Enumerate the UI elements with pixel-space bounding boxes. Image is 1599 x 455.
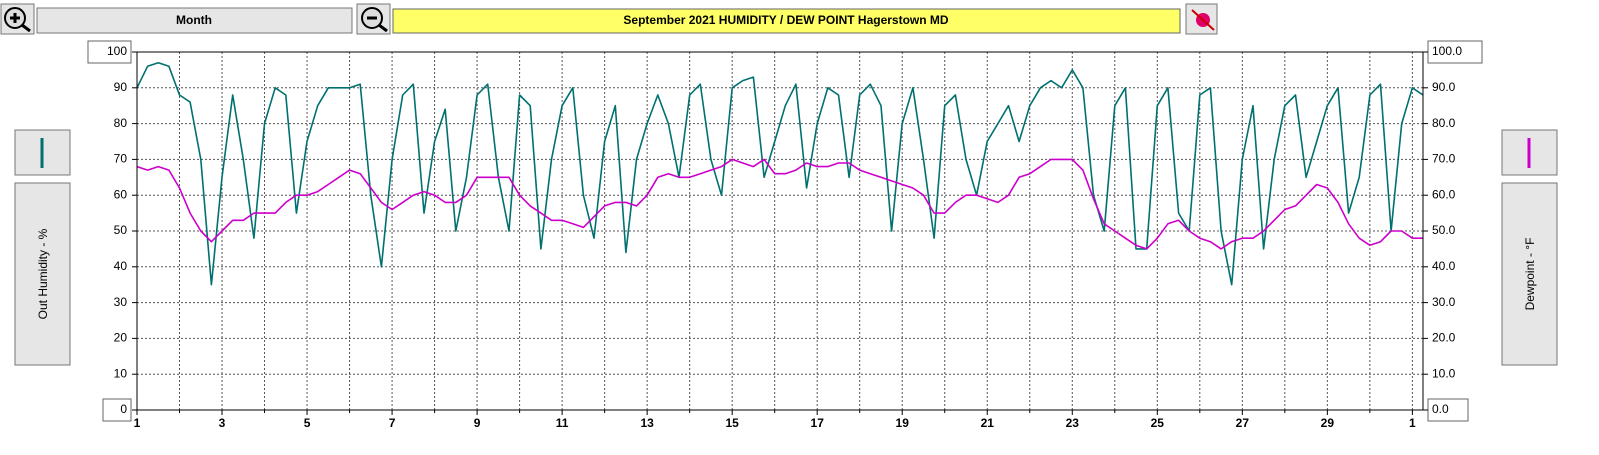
x-tick-label: 1 <box>1409 416 1416 430</box>
y2-tick-label: 40.0 <box>1432 259 1456 273</box>
y-max-box[interactable] <box>87 40 132 64</box>
period-label: Month <box>176 13 212 27</box>
zoom-in-button[interactable] <box>0 3 35 35</box>
y2-tick-label: 10.0 <box>1432 366 1456 380</box>
x-tick-label: 7 <box>389 416 396 430</box>
y2-tick-label: 60.0 <box>1432 187 1456 201</box>
chart-title: September 2021 HUMIDITY / DEW POINT Hage… <box>623 13 949 27</box>
y-tick-label: 40 <box>114 259 128 273</box>
y-tick-label: 30 <box>114 295 128 309</box>
period-box[interactable] <box>36 7 353 34</box>
x-tick-label: 15 <box>725 416 739 430</box>
x-tick-label: 11 <box>556 416 569 430</box>
y-tick-label: 90 <box>114 80 128 94</box>
x-tick-label: 19 <box>896 416 910 430</box>
x-tick-label: 3 <box>219 416 226 430</box>
settings-button[interactable] <box>1185 3 1218 35</box>
y2-tick-label: 20.0 <box>1432 331 1456 345</box>
y2-tick-label: 90.0 <box>1432 80 1456 94</box>
x-tick-label: 13 <box>640 416 654 430</box>
series-line <box>136 61 1424 286</box>
y2-axis-label: Dewpoint - °F <box>1523 238 1537 311</box>
y-tick-label: 0 <box>120 402 127 416</box>
y2-tick-label: 0.0 <box>1432 402 1449 416</box>
x-tick-label: 1 <box>134 416 141 430</box>
series-line <box>136 158 1423 250</box>
y2-tick-label: 100.0 <box>1432 44 1462 58</box>
y2-tick-label: 80.0 <box>1432 116 1456 130</box>
humidity-axis-button[interactable] <box>14 182 71 366</box>
x-tick-label: 9 <box>474 416 481 430</box>
y-tick-label: 60 <box>114 187 128 201</box>
y2-tick-label: 50.0 <box>1432 223 1456 237</box>
y-axis-label: Out Humidity - % <box>36 228 50 319</box>
y2-tick-label: 70.0 <box>1432 152 1456 166</box>
y-min-box[interactable] <box>102 398 132 422</box>
plot-area <box>137 52 1423 410</box>
x-tick-label: 5 <box>304 416 311 430</box>
zoom-out-button[interactable] <box>356 3 391 35</box>
title-box <box>392 8 1181 34</box>
y-tick-label: 70 <box>114 152 128 166</box>
y2-tick-label: 30.0 <box>1432 295 1456 309</box>
x-tick-label: 17 <box>811 416 825 430</box>
y-tick-label: 20 <box>114 331 128 345</box>
plot-border <box>136 51 1424 411</box>
y-tick-label: 10 <box>114 366 128 380</box>
x-tick-label: 23 <box>1066 416 1080 430</box>
y-tick-label: 50 <box>114 223 128 237</box>
x-tick-label: 25 <box>1151 416 1165 430</box>
x-tick-label: 27 <box>1236 416 1250 430</box>
x-tick-label: 29 <box>1321 416 1335 430</box>
y-tick-label: 100 <box>107 44 127 58</box>
dewpoint-axis-button[interactable] <box>1501 182 1558 366</box>
y-tick-label: 80 <box>114 116 128 130</box>
x-tick-label: 21 <box>981 416 995 430</box>
